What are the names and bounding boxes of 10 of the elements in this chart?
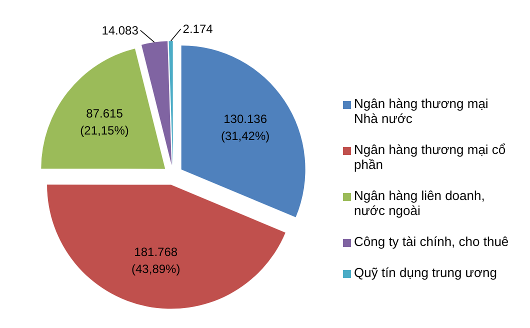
data-label: 130.136 (31,42%) [220,112,270,143]
legend-label: Ngân hàng thương mại cổ phần [354,142,507,172]
legend-label: Ngân hàng liên doanh, nước ngoài [354,188,486,218]
data-label: 2.174 [182,22,214,36]
legend-label: Quỹ tín dụng trung ương [354,265,497,280]
legend-label: Ngân hàng thương mại Nhà nước [354,96,490,126]
legend-label: Công ty tài chính, cho thuê [354,234,509,249]
data-label: 87.615 (21,15%) [80,106,129,138]
data-label: 14.083 [102,23,139,38]
data-label: 181.768 (43,89%) [132,245,180,276]
